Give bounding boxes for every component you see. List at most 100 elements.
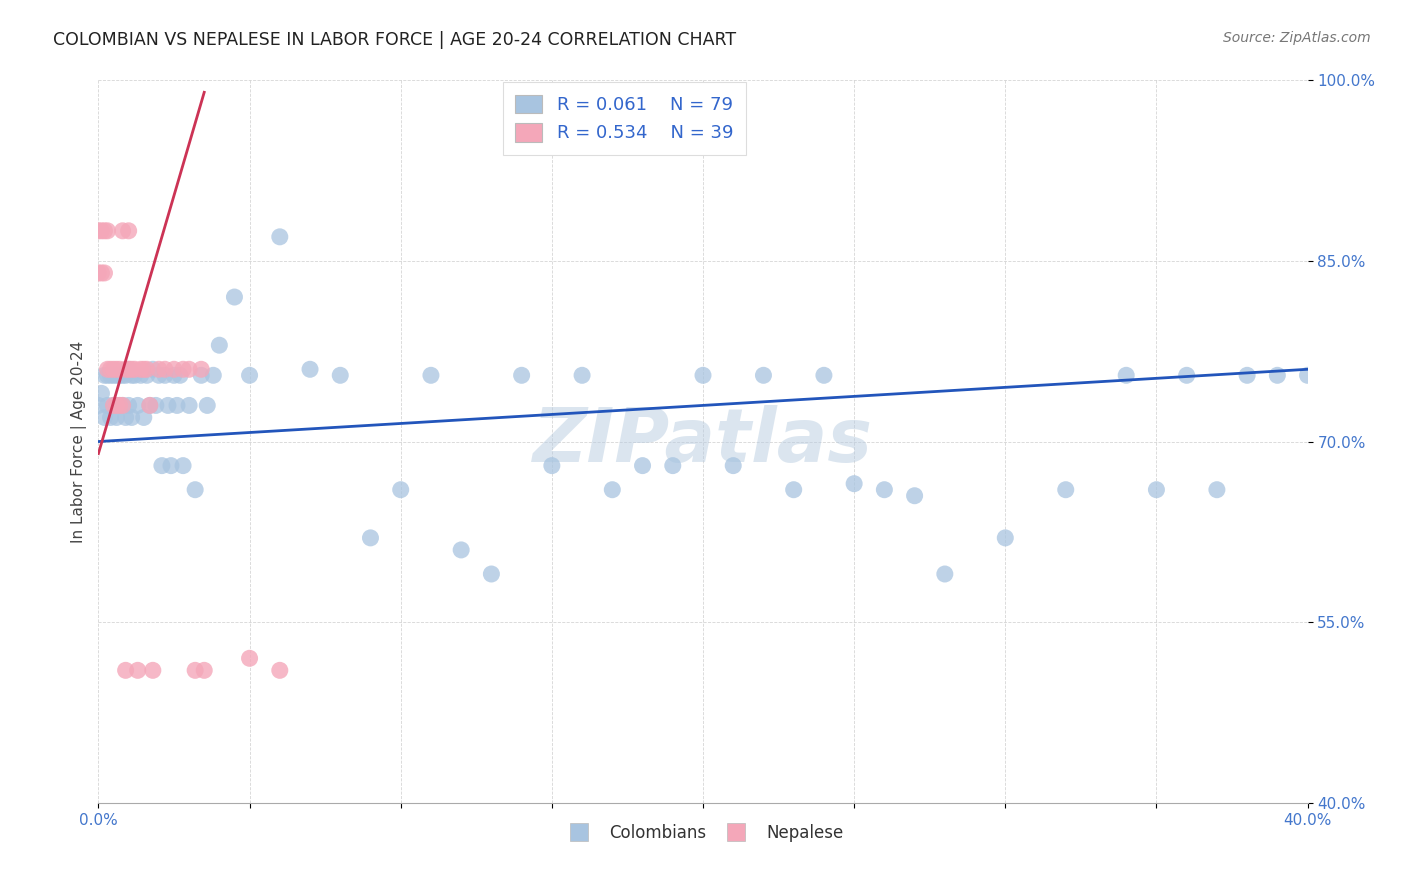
- Point: [118, 362, 141, 376]
- Point: [169, 368, 191, 383]
- Point: [299, 362, 322, 376]
- Point: [111, 398, 134, 412]
- Point: [103, 368, 125, 383]
- Point: [269, 664, 291, 678]
- Point: [132, 410, 155, 425]
- Point: [127, 664, 149, 678]
- Point: [129, 362, 152, 376]
- Point: [150, 458, 173, 473]
- Point: [93, 368, 115, 383]
- Point: [148, 368, 170, 383]
- Point: [108, 398, 131, 412]
- Y-axis label: In Labor Force | Age 20-24: In Labor Force | Age 20-24: [72, 341, 87, 542]
- Point: [166, 398, 188, 412]
- Point: [873, 483, 896, 497]
- Point: [190, 368, 212, 383]
- Point: [692, 368, 714, 383]
- Point: [118, 398, 141, 412]
- Point: [93, 410, 115, 425]
- Point: [184, 664, 207, 678]
- Point: [329, 368, 352, 383]
- Point: [420, 368, 443, 383]
- Point: [90, 224, 112, 238]
- Point: [994, 531, 1017, 545]
- Point: [184, 483, 207, 497]
- Point: [239, 368, 262, 383]
- Point: [129, 368, 152, 383]
- Point: [127, 398, 149, 412]
- Point: [103, 362, 125, 376]
- Point: [103, 398, 125, 412]
- Point: [118, 224, 141, 238]
- Point: [87, 398, 110, 412]
- Point: [114, 410, 136, 425]
- Point: [87, 266, 110, 280]
- Point: [111, 224, 134, 238]
- Point: [239, 651, 262, 665]
- Point: [100, 410, 122, 425]
- Point: [723, 458, 745, 473]
- Point: [813, 368, 835, 383]
- Point: [224, 290, 246, 304]
- Point: [1206, 483, 1229, 497]
- Point: [139, 398, 162, 412]
- Point: [114, 362, 136, 376]
- Point: [1267, 368, 1289, 383]
- Point: [269, 229, 291, 244]
- Point: [124, 362, 146, 376]
- Point: [153, 362, 176, 376]
- Point: [1144, 483, 1167, 497]
- Point: [105, 398, 128, 412]
- Point: [752, 368, 775, 383]
- Point: [108, 368, 131, 383]
- Point: [1236, 368, 1258, 383]
- Point: [139, 398, 162, 412]
- Point: [904, 489, 927, 503]
- Point: [190, 362, 212, 376]
- Point: [360, 531, 382, 545]
- Point: [96, 224, 118, 238]
- Point: [208, 338, 231, 352]
- Point: [934, 567, 956, 582]
- Point: [153, 368, 176, 383]
- Point: [160, 458, 183, 473]
- Point: [111, 368, 134, 383]
- Point: [108, 362, 131, 376]
- Point: [148, 362, 170, 376]
- Point: [96, 398, 118, 412]
- Point: [105, 368, 128, 383]
- Point: [1054, 483, 1077, 497]
- Point: [783, 483, 806, 497]
- Point: [156, 398, 179, 412]
- Text: COLOMBIAN VS NEPALESE IN LABOR FORCE | AGE 20-24 CORRELATION CHART: COLOMBIAN VS NEPALESE IN LABOR FORCE | A…: [53, 31, 737, 49]
- Point: [202, 368, 225, 383]
- Point: [121, 368, 143, 383]
- Point: [93, 266, 115, 280]
- Point: [844, 476, 866, 491]
- Point: [124, 368, 146, 383]
- Point: [111, 398, 134, 412]
- Point: [121, 362, 143, 376]
- Point: [179, 362, 201, 376]
- Point: [172, 458, 194, 473]
- Point: [118, 362, 141, 376]
- Point: [114, 664, 136, 678]
- Text: Source: ZipAtlas.com: Source: ZipAtlas.com: [1223, 31, 1371, 45]
- Point: [571, 368, 593, 383]
- Point: [661, 458, 683, 473]
- Point: [540, 458, 562, 473]
- Point: [172, 362, 194, 376]
- Point: [108, 398, 131, 412]
- Point: [1175, 368, 1198, 383]
- Point: [1296, 368, 1319, 383]
- Point: [510, 368, 533, 383]
- Point: [105, 410, 128, 425]
- Point: [1115, 368, 1137, 383]
- Point: [602, 483, 624, 497]
- Point: [135, 368, 157, 383]
- Point: [90, 386, 112, 401]
- Point: [145, 398, 167, 412]
- Point: [481, 567, 503, 582]
- Point: [100, 362, 122, 376]
- Point: [631, 458, 654, 473]
